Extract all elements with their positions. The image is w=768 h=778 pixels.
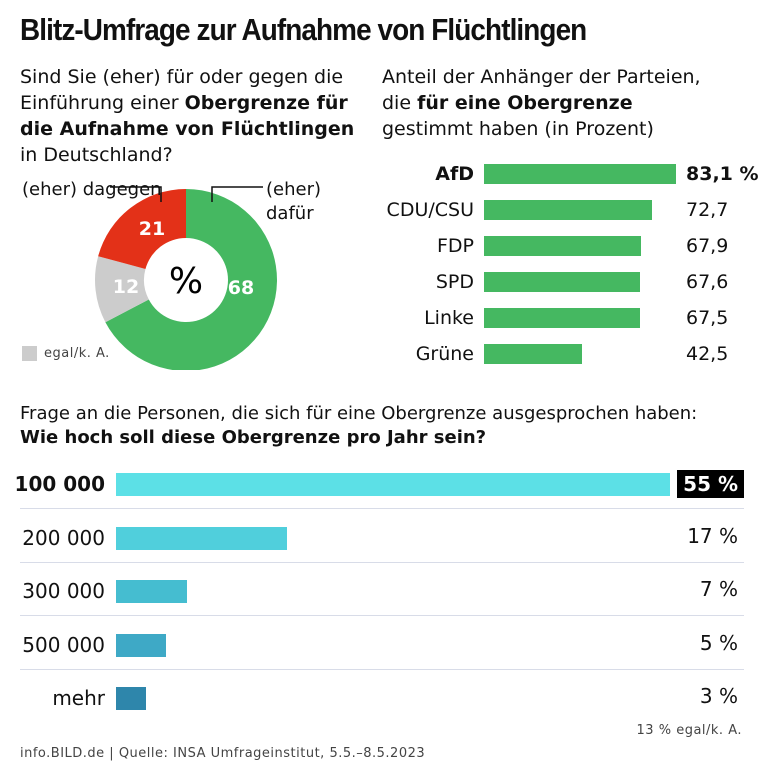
label-against: (eher) dagegen bbox=[22, 179, 162, 200]
limit-value: 17 % bbox=[687, 523, 738, 548]
row-divider bbox=[20, 668, 744, 670]
question-bold: Obergrenze für die Aufnahme von Flüchtli… bbox=[20, 92, 355, 140]
party-bar bbox=[484, 164, 676, 184]
donut-slice bbox=[105, 189, 277, 370]
limit-value: 3 % bbox=[699, 684, 738, 708]
question-text: gestimmt haben (in Prozent) bbox=[382, 118, 654, 140]
row-divider bbox=[20, 508, 744, 509]
party-label: FDP bbox=[436, 235, 474, 257]
limit-bar bbox=[116, 580, 187, 603]
leader-line bbox=[110, 186, 162, 202]
party-value: 67,5 bbox=[686, 307, 729, 329]
row-divider bbox=[20, 615, 744, 616]
legend-label: egal/k. A. bbox=[44, 346, 110, 361]
limit-bar bbox=[116, 473, 670, 496]
page-title: Blitz-Umfrage zur Aufnahme von Flüchtlin… bbox=[20, 12, 587, 47]
party-bar bbox=[484, 344, 583, 364]
donut-slice bbox=[98, 189, 186, 270]
party-value: 42,5 bbox=[686, 343, 729, 365]
party-bar bbox=[484, 308, 640, 328]
party-label: Grüne bbox=[415, 343, 474, 365]
slice-value-label: 12 bbox=[113, 276, 139, 298]
legend-swatch bbox=[22, 346, 37, 361]
question-bold: für eine Obergrenze bbox=[417, 92, 633, 114]
slice-value-label: 21 bbox=[139, 218, 165, 240]
party-label: AfD bbox=[435, 163, 474, 185]
party-bar bbox=[484, 236, 641, 256]
party-bar bbox=[484, 272, 641, 292]
question-text: Sind Sie (eher) für oder gegen die Einfü… bbox=[20, 66, 344, 114]
limit-label: 100 000 bbox=[14, 472, 105, 496]
bottom-question-line1: Frage an die Personen, die sich für eine… bbox=[20, 403, 698, 424]
limit-label: 200 000 bbox=[22, 525, 105, 550]
limit-value: 7 % bbox=[699, 577, 738, 601]
limit-value: 55 % bbox=[677, 470, 744, 498]
limit-label: 300 000 bbox=[22, 579, 105, 603]
question-text: Anteil der Anhänger der Parteien, die bbox=[382, 66, 701, 114]
limit-label: 500 000 bbox=[22, 632, 105, 657]
question-text: in Deutschland? bbox=[20, 144, 173, 166]
label-for: (eher) dafür bbox=[266, 179, 322, 224]
party-bar bbox=[484, 200, 652, 220]
party-value: 67,6 bbox=[686, 271, 729, 293]
limit-bar bbox=[116, 633, 167, 657]
party-label: SPD bbox=[435, 271, 474, 293]
note: 13 % egal/k. A. bbox=[636, 723, 742, 738]
row-divider bbox=[20, 561, 744, 563]
bottom-question-line2: Wie hoch soll diese Obergrenze pro Jahr … bbox=[20, 427, 487, 448]
leader-line bbox=[211, 186, 263, 202]
right-question: Anteil der Anhänger der Parteien, die fü… bbox=[382, 64, 712, 142]
limit-bar bbox=[116, 526, 288, 550]
donut-slice bbox=[94, 256, 149, 323]
footer-source: info.BILD.de | Quelle: INSA Umfrageinsti… bbox=[20, 746, 426, 761]
party-value: 72,7 bbox=[686, 199, 729, 221]
limit-value: 5 % bbox=[699, 630, 738, 655]
slice-value-label: 68 bbox=[228, 277, 254, 299]
limit-bar bbox=[116, 687, 147, 710]
party-label: Linke bbox=[424, 307, 474, 329]
party-value: 67,9 bbox=[686, 235, 729, 257]
center-label: % bbox=[169, 261, 203, 302]
party-label: CDU/CSU bbox=[386, 199, 474, 221]
party-value: 83,1 % bbox=[686, 163, 759, 185]
donut-chart: 68 12 21% bbox=[94, 186, 277, 370]
limit-label: mehr bbox=[52, 686, 105, 710]
left-question: Sind Sie (eher) für oder gegen die Einfü… bbox=[20, 64, 365, 168]
